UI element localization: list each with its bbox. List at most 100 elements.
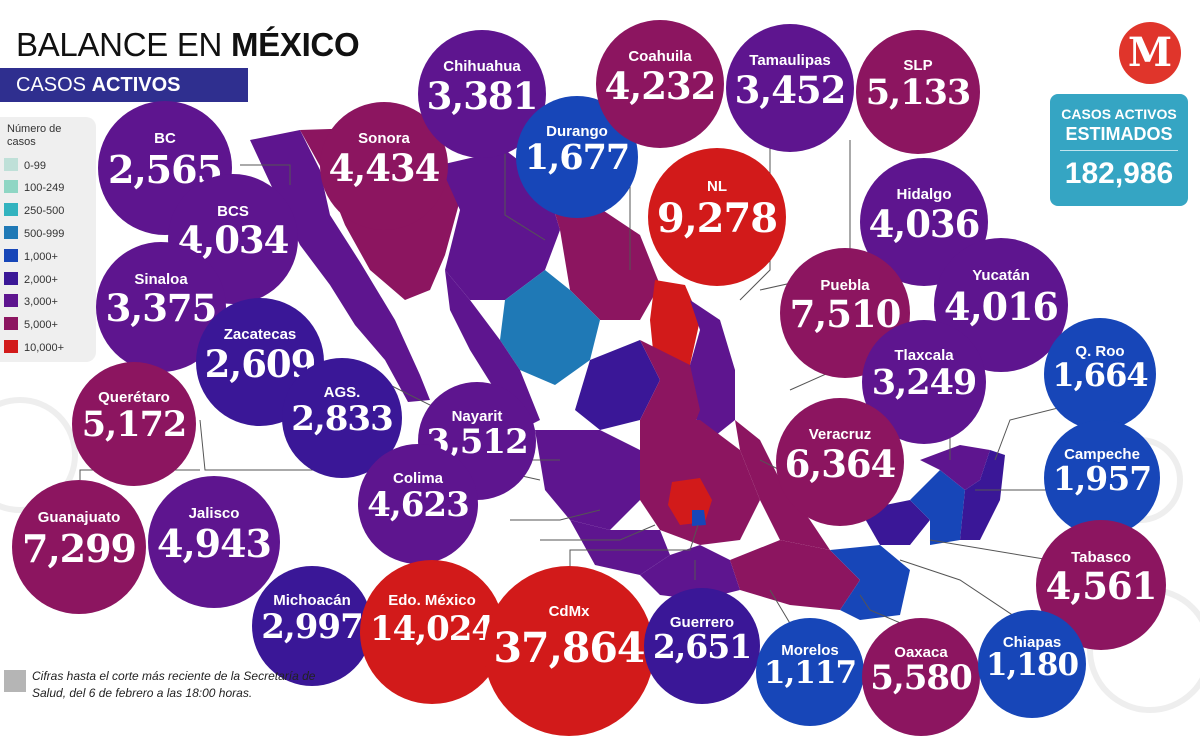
state-name: Colima <box>392 470 443 488</box>
state-bubble-nl: NL 9,278 <box>648 148 786 286</box>
state-bubble-queretaro: Querétaro 5,172 <box>72 362 196 486</box>
legend: Número de casos 0-99 100-249 250-500 500… <box>0 117 96 362</box>
legend-label: 250-500 <box>24 205 65 217</box>
state-bubble-chihuahua: Chihuahua 3,381 <box>418 30 546 158</box>
state-name: Tabasco <box>1071 548 1131 566</box>
state-name: Edo. México <box>388 591 476 609</box>
state-name: BCS <box>217 202 249 220</box>
state-value: 4,623 <box>367 484 469 525</box>
milenio-logo: M <box>1119 22 1181 84</box>
state-value: 4,943 <box>157 520 272 566</box>
state-value: 6,364 <box>784 441 897 486</box>
state-name: Campeche <box>1064 445 1140 463</box>
legend-label: 100-249 <box>24 182 65 194</box>
state-bubble-morelos: Morelos 1,117 <box>756 618 864 726</box>
legend-item: 250-500 <box>4 203 64 219</box>
legend-item: 2,000+ <box>4 272 58 288</box>
legend-label: 2,000+ <box>24 274 58 286</box>
map-cdmx <box>692 510 706 526</box>
legend-swatch <box>4 158 18 171</box>
state-name: Chiapas <box>1002 633 1062 651</box>
legend-swatch <box>4 180 18 193</box>
map-quintana-roo <box>960 450 1005 540</box>
legend-swatch <box>4 272 18 285</box>
estimated-cases-box: CASOS ACTIVOS ESTIMADOS 182,986 <box>1050 94 1188 206</box>
state-name: Guanajuato <box>37 509 121 527</box>
legend-item: 1,000+ <box>4 249 58 265</box>
state-name: AGS. <box>323 384 361 402</box>
map-sinaloa <box>445 270 540 430</box>
state-bubble-chiapas: Chiapas 1,180 <box>978 610 1086 718</box>
state-value: 5,580 <box>870 658 972 699</box>
legend-label: 10,000+ <box>24 342 65 354</box>
map-tamaulipas <box>690 300 735 440</box>
estimated-label-line2: ESTIMADOS <box>1065 124 1173 144</box>
state-value: 4,561 <box>1045 564 1158 609</box>
state-value: 1,664 <box>1052 356 1148 395</box>
legend-swatch <box>4 203 18 216</box>
legend-swatch <box>4 317 18 330</box>
state-bubble-coahuila: Coahuila 4,232 <box>596 20 724 148</box>
state-bubble-guanajuato: Guanajuato 7,299 <box>12 480 146 614</box>
state-name: Jalisco <box>188 505 240 523</box>
estimated-value: 182,986 <box>1064 157 1174 190</box>
state-value: 1,957 <box>1052 459 1152 499</box>
state-value: 3,381 <box>426 73 539 118</box>
state-value: 1,117 <box>763 654 857 691</box>
map-jalisco <box>535 430 640 530</box>
state-bubble-campeche: Campeche 1,957 <box>1044 420 1160 536</box>
legend-swatch <box>4 249 18 262</box>
state-name: SLP <box>903 57 933 75</box>
legend-item: 0-99 <box>4 158 46 174</box>
state-bubble-veracruz: Veracruz 6,364 <box>776 398 904 526</box>
state-name: Sonora <box>358 130 410 148</box>
subtitle-plain: CASOS <box>16 74 87 96</box>
map-oaxaca <box>730 540 860 610</box>
legend-label: 0-99 <box>24 160 47 172</box>
state-value: 4,434 <box>328 145 441 190</box>
legend-title: Número de casos <box>7 123 62 148</box>
legend-item: 100-249 <box>4 180 64 196</box>
state-value: 4,232 <box>604 63 717 108</box>
state-name: Querétaro <box>98 389 170 407</box>
footnote: Cifras hasta el corte más reciente de la… <box>32 669 316 700</box>
state-value: 37,864 <box>493 623 646 672</box>
state-value: 4,016 <box>944 283 1059 329</box>
state-value: 5,172 <box>81 404 188 446</box>
state-bubble-slp: SLP 5,133 <box>856 30 980 154</box>
state-name: Michoacán <box>273 592 351 610</box>
legend-swatch <box>4 294 18 307</box>
state-name: Nayarit <box>451 407 503 425</box>
map-michoacan <box>570 520 670 575</box>
legend-item: 10,000+ <box>4 340 64 356</box>
legend-label: 5,000+ <box>24 319 58 331</box>
state-value: 9,278 <box>656 194 778 242</box>
legend-item: 3,000+ <box>4 294 58 310</box>
state-name: Sinaloa <box>134 270 188 288</box>
footnote-marker <box>4 670 26 692</box>
legend-label: 500-999 <box>24 228 65 240</box>
legend-swatch <box>4 226 18 239</box>
state-name: Zacatecas <box>223 326 297 344</box>
state-bubble-puebla: Puebla 7,510 <box>780 248 910 378</box>
state-name: Oaxaca <box>894 643 948 661</box>
state-value: 3,375 <box>105 286 218 331</box>
legend-item: 5,000+ <box>4 317 58 333</box>
legend-swatch <box>4 340 18 353</box>
state-bubble-edomex: Edo. México 14,024 <box>360 560 504 704</box>
state-name: Tlaxcala <box>894 347 954 365</box>
map-zacatecas <box>575 340 660 430</box>
state-name: Morelos <box>781 641 839 659</box>
legend-label: 1,000+ <box>24 251 58 263</box>
state-bubble-qroo: Q. Roo 1,664 <box>1044 318 1156 430</box>
state-value: 5,133 <box>865 72 972 114</box>
state-bubble-cdmx: CdMx 37,864 <box>484 566 654 736</box>
estimated-label-line1: CASOS ACTIVOS <box>1061 106 1177 122</box>
state-name: Puebla <box>820 276 870 294</box>
map-yucatan <box>920 445 990 490</box>
state-value: 14,024 <box>369 608 495 649</box>
state-name: Tamaulipas <box>749 52 831 70</box>
title-bold: MÉXICO <box>230 26 360 63</box>
state-bubble-jalisco: Jalisco 4,943 <box>148 476 280 608</box>
state-bubble-bc: BC 2,565 <box>98 101 232 235</box>
